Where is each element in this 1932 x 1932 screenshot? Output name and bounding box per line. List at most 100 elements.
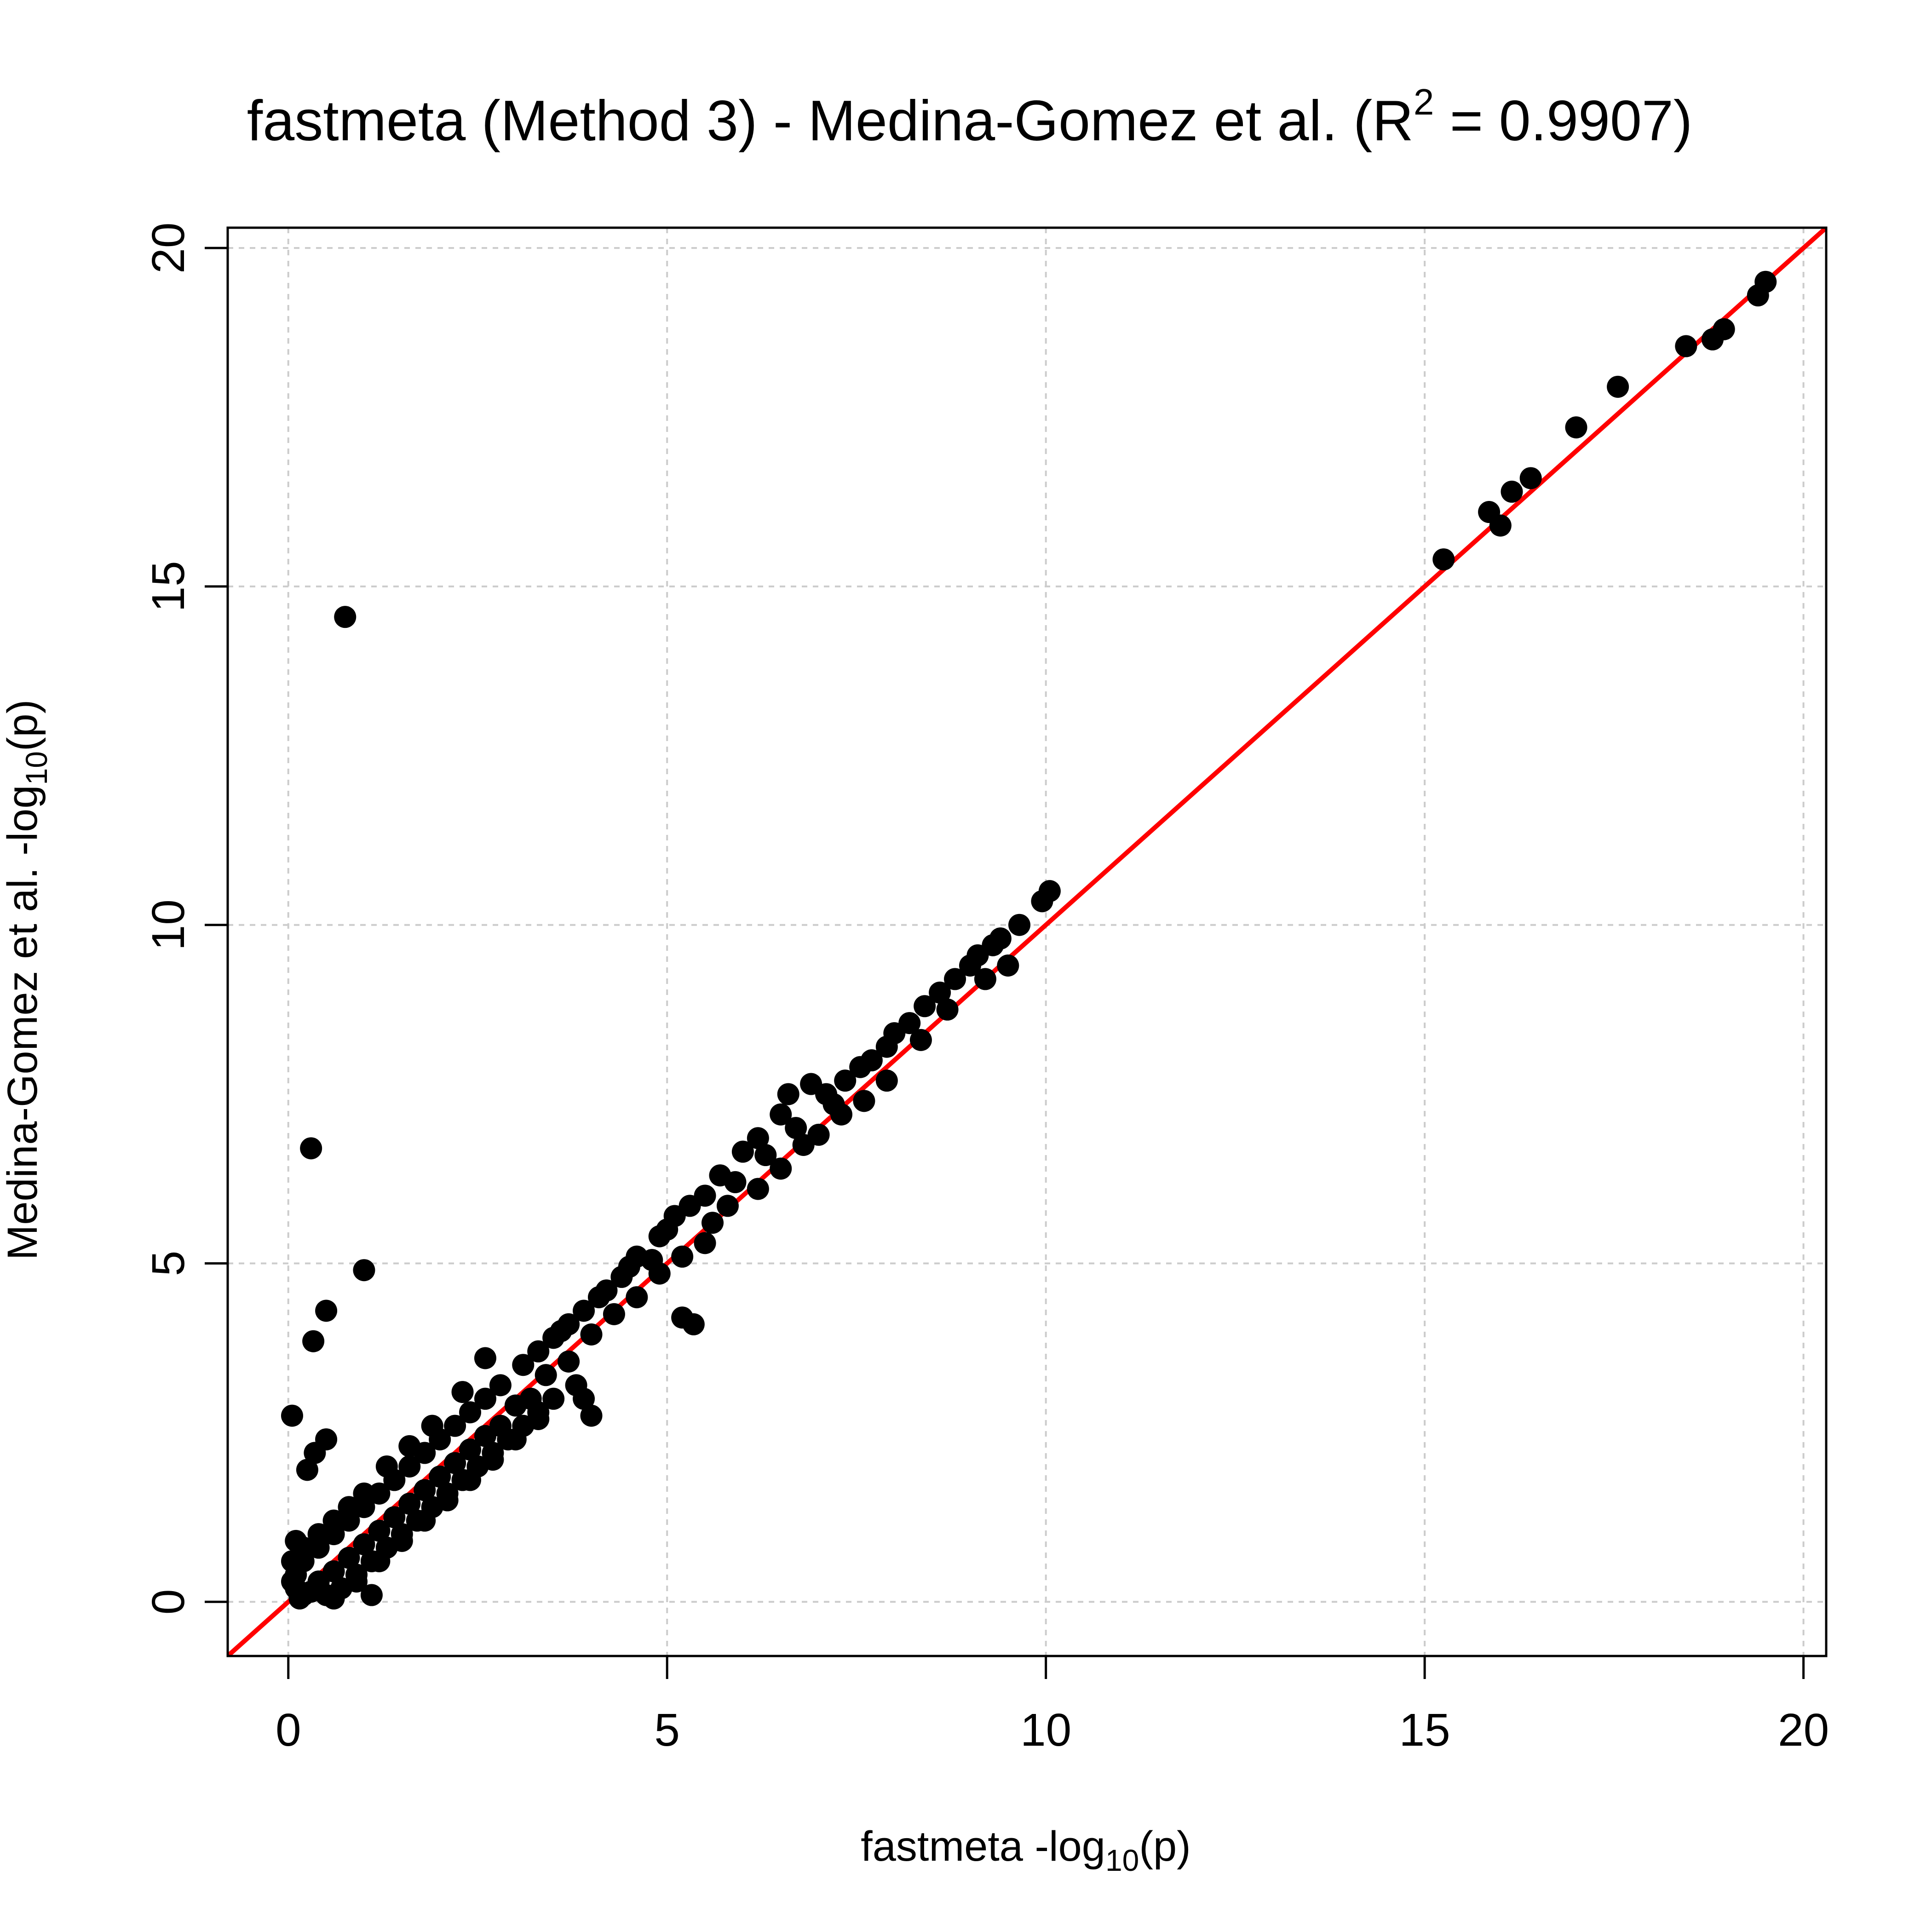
data-point	[444, 1452, 466, 1474]
data-point	[504, 1394, 527, 1417]
data-point	[641, 1249, 663, 1271]
data-point	[368, 1482, 391, 1505]
y-tick-label: 0	[143, 1589, 194, 1615]
x-tick-label: 20	[1778, 1704, 1829, 1756]
data-point	[281, 1404, 303, 1427]
data-point	[302, 1330, 325, 1352]
data-point	[304, 1442, 326, 1464]
data-point	[974, 968, 996, 990]
data-point	[459, 1438, 482, 1461]
data-point	[459, 1469, 482, 1491]
y-tick-label: 15	[143, 561, 194, 612]
data-point	[368, 1519, 391, 1542]
data-point	[338, 1496, 360, 1518]
data-point	[1607, 375, 1629, 398]
data-point	[391, 1530, 413, 1552]
data-point	[1519, 467, 1542, 489]
data-point	[792, 1133, 815, 1156]
title-superscript: 2	[1414, 81, 1434, 122]
data-point	[1713, 318, 1735, 340]
data-point	[1489, 514, 1512, 537]
y-axis-label-tail: (p)	[0, 700, 46, 751]
data-point	[535, 1364, 557, 1386]
data-point	[875, 1035, 898, 1058]
data-point	[451, 1381, 474, 1403]
x-axis-label-tail: (p)	[1139, 1823, 1190, 1870]
data-point	[944, 968, 966, 990]
data-point	[1565, 416, 1587, 439]
data-point	[785, 1117, 807, 1139]
data-point	[334, 606, 356, 628]
data-point	[542, 1387, 565, 1410]
data-point	[444, 1414, 466, 1437]
data-point	[338, 1547, 360, 1569]
data-point	[849, 1056, 872, 1078]
x-tick-label: 5	[654, 1704, 680, 1756]
x-tick-label: 15	[1399, 1704, 1450, 1756]
data-point	[747, 1178, 769, 1200]
data-point	[504, 1428, 527, 1451]
data-point	[875, 1070, 898, 1092]
data-point	[1008, 914, 1031, 936]
data-point	[489, 1374, 512, 1397]
data-point	[474, 1425, 496, 1447]
data-point	[603, 1303, 625, 1325]
data-point	[459, 1401, 482, 1424]
data-point	[959, 954, 981, 977]
data-point	[436, 1489, 459, 1512]
data-point	[296, 1459, 318, 1481]
data-point	[383, 1506, 406, 1529]
data-point	[398, 1492, 421, 1515]
data-point	[770, 1103, 792, 1126]
data-point	[398, 1455, 421, 1478]
data-point	[1031, 890, 1053, 913]
data-point	[936, 998, 959, 1021]
data-point	[368, 1550, 391, 1572]
x-axis-label: fastmeta -log10(p)	[861, 1823, 1191, 1877]
data-point	[716, 1195, 739, 1217]
data-point	[281, 1550, 303, 1572]
data-point	[474, 1347, 496, 1369]
data-point	[414, 1479, 436, 1501]
data-point	[694, 1232, 716, 1254]
data-point	[618, 1255, 640, 1278]
data-point	[322, 1587, 345, 1610]
data-point	[527, 1340, 550, 1363]
data-point	[292, 1584, 315, 1606]
chart-title: fastmeta (Method 3) - Medina-Gomez et al…	[247, 81, 1692, 153]
data-point	[474, 1387, 496, 1410]
y-axis-label-subscript: 10	[19, 751, 53, 785]
data-point	[353, 1533, 375, 1556]
data-point	[834, 1070, 857, 1092]
data-point	[565, 1374, 587, 1397]
y-axis-label: Medina-Gomez et al. -log10(p)	[0, 700, 53, 1260]
data-point	[375, 1455, 398, 1478]
data-point	[307, 1523, 330, 1546]
y-tick-label: 10	[143, 899, 194, 950]
y-tick-label: 20	[143, 223, 194, 274]
x-axis-label-subscript: 10	[1105, 1843, 1139, 1877]
data-point	[702, 1212, 724, 1234]
data-point	[1754, 270, 1777, 293]
data-point	[353, 1482, 375, 1505]
data-point	[929, 981, 951, 1004]
data-point	[345, 1570, 368, 1593]
data-point	[747, 1127, 769, 1150]
data-point	[997, 954, 1019, 977]
data-point	[360, 1584, 383, 1606]
data-point	[512, 1354, 535, 1376]
x-tick-label: 0	[276, 1704, 301, 1756]
x-tick-label: 10	[1020, 1704, 1071, 1756]
data-points	[281, 270, 1777, 1610]
data-point	[656, 1218, 678, 1241]
data-point	[853, 1090, 875, 1112]
data-point	[822, 1093, 845, 1116]
data-point	[671, 1245, 694, 1268]
data-point	[315, 1300, 338, 1322]
data-point	[398, 1435, 421, 1457]
data-point	[580, 1404, 603, 1427]
data-point	[724, 1171, 747, 1193]
y-tick-label: 5	[143, 1251, 194, 1276]
data-point	[595, 1279, 618, 1302]
data-point	[1675, 335, 1697, 357]
